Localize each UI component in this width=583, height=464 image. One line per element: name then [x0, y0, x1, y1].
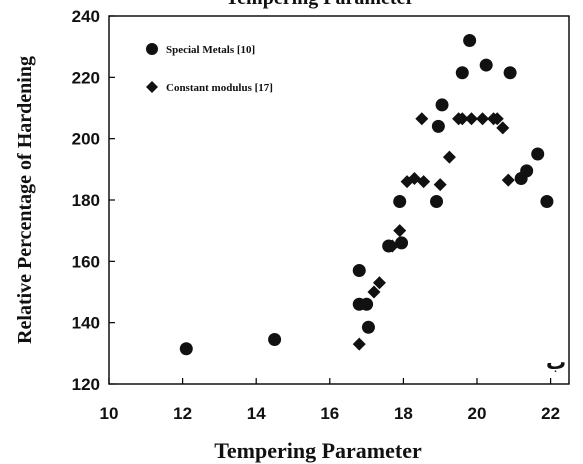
x-tick-label: 12 [173, 404, 192, 423]
legend-diamond-marker [146, 81, 158, 93]
special-metals-point [393, 195, 407, 209]
x-tick-label: 16 [320, 404, 339, 423]
constant-modulus-point [476, 112, 490, 126]
constant-modulus-point [501, 173, 515, 187]
constant-modulus-point [417, 175, 431, 189]
constant-modulus-point [372, 276, 386, 290]
constant-modulus-point [385, 239, 399, 253]
x-tick-label: 18 [394, 404, 413, 423]
special-metals-point [463, 34, 477, 48]
constant-modulus-point [442, 150, 456, 164]
special-metals-point [430, 195, 444, 209]
plot-frame [108, 15, 570, 385]
special-metals-point [431, 119, 445, 133]
y-tick-label: 160 [72, 252, 100, 271]
legend-label-constant-modulus: Constant modulus [17] [166, 82, 273, 94]
special-metals-point [179, 342, 193, 356]
special-metals-point [540, 195, 554, 209]
y-axis-title: Relative Percentage of Hardening [14, 56, 36, 344]
legend-circle-marker [146, 43, 158, 55]
y-tick-label: 220 [72, 68, 100, 87]
legend-label-special-metals: Special Metals [10] [166, 44, 255, 56]
x-axis-ticks: 10 12 14 16 18 20 22 [100, 378, 560, 423]
x-tick-label: 10 [100, 404, 119, 423]
chart-title: Tempering Parameter [226, 0, 415, 9]
y-axis-ticks: 120 140 160 180 200 220 240 [72, 7, 115, 394]
legend: Special Metals [10] Constant modulus [17… [146, 43, 273, 94]
x-tick-label: 14 [247, 404, 266, 423]
y-tick-label: 120 [72, 375, 100, 394]
special-metals-point [479, 58, 493, 72]
special-metals-point [361, 320, 375, 334]
x-axis-title: Tempering Parameter [214, 438, 422, 463]
y-tick-label: 140 [72, 314, 100, 333]
special-metals-point [455, 66, 469, 80]
panel-label: ب [546, 350, 566, 374]
x-tick-label: 22 [541, 404, 560, 423]
constant-modulus-point [455, 112, 469, 126]
special-metals-point [503, 66, 517, 80]
x-tick-label: 20 [468, 404, 487, 423]
constant-modulus-point [367, 285, 381, 299]
special-metals-point [268, 333, 282, 347]
constant-modulus-point [433, 178, 447, 192]
special-metals-point [352, 264, 366, 278]
constant-modulus-point [393, 224, 407, 238]
constant-modulus-point [352, 337, 366, 351]
constant-modulus-point [490, 112, 504, 126]
data-points [179, 34, 554, 356]
special-metals-point [435, 98, 449, 112]
special-metals-point [520, 164, 534, 178]
y-tick-label: 180 [72, 191, 100, 210]
y-tick-label: 200 [72, 130, 100, 149]
constant-modulus-point [360, 297, 374, 311]
y-tick-label: 240 [72, 7, 100, 26]
constant-modulus-point [496, 121, 510, 135]
special-metals-point [531, 147, 545, 161]
constant-modulus-point [415, 112, 429, 126]
constant-modulus-point [464, 112, 478, 126]
